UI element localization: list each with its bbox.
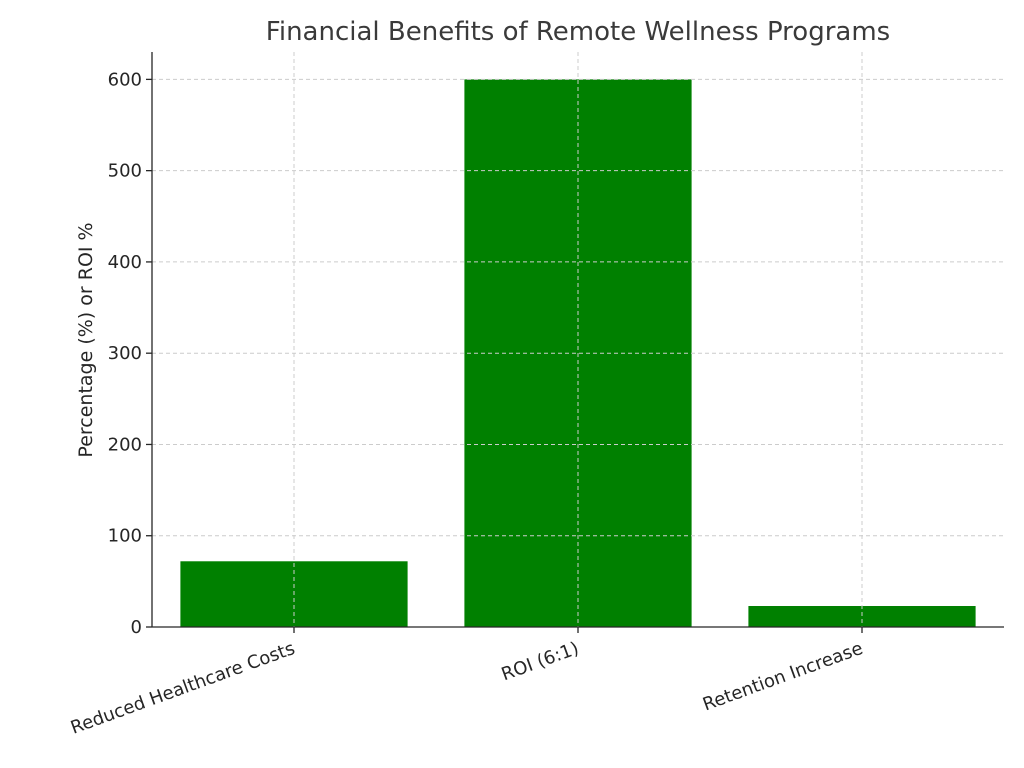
y-tick-label-4: 400: [108, 252, 142, 273]
y-tick-label-1: 100: [108, 526, 142, 547]
bar-2: [748, 606, 976, 627]
y-tick-label-5: 500: [108, 161, 142, 182]
grid-layer: [152, 52, 1004, 628]
x-axis-ticks: Reduced Healthcare Costs ROI (6:1) Retenti…: [68, 627, 866, 739]
y-tick-label-3: 300: [108, 343, 142, 364]
chart-title: Financial Benefits of Remote Wellness Pr…: [266, 17, 890, 47]
y-tick-label-6: 600: [108, 69, 142, 90]
x-tick-label-1: ROI (6:1): [499, 638, 582, 685]
x-tick-label-2: Retention Increase: [700, 638, 866, 715]
y-axis-ticks: 0 100 200 300 400 500 600: [108, 69, 152, 638]
x-tick-label-0: Reduced Healthcare Costs: [68, 638, 298, 739]
y-tick-label-2: 200: [108, 434, 142, 455]
y-axis-label: Percentage (%) or ROI %: [75, 222, 97, 457]
y-tick-label-0: 0: [131, 617, 142, 638]
